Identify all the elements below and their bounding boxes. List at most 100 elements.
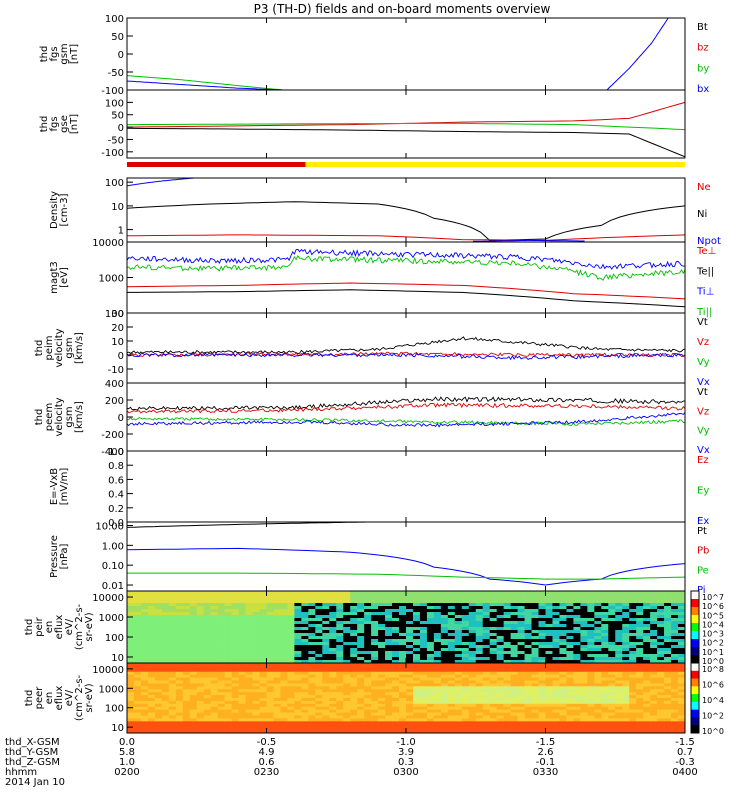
spectrogram-cell <box>343 600 351 604</box>
spectrogram-cell <box>301 609 309 613</box>
spectrogram-cell <box>671 727 679 731</box>
spectrogram-cell <box>524 609 532 613</box>
spectrogram-cell <box>440 621 449 625</box>
spectrogram-cell <box>245 695 253 699</box>
spectrogram-cell <box>566 630 574 634</box>
spectrogram-cell <box>419 606 428 610</box>
spectrogram-cell <box>587 636 595 640</box>
spectrogram-cell <box>238 612 246 616</box>
spectrogram-cell <box>175 627 184 631</box>
spectrogram-cell <box>566 657 574 661</box>
spectrogram-cell <box>399 671 407 675</box>
spectrogram-cell <box>468 677 477 681</box>
spectrogram-cell <box>496 683 504 687</box>
spectrogram-cell <box>622 680 630 684</box>
spectrogram-cell <box>385 624 393 628</box>
spectrogram-cell <box>482 633 490 637</box>
spectrogram-cell <box>133 680 142 684</box>
spectrogram-cell <box>524 730 532 734</box>
spectrogram-cell <box>531 642 539 646</box>
spectrogram-cell <box>182 683 191 687</box>
legend-Bt: Bt <box>697 22 708 33</box>
spectrogram-cell <box>636 651 644 655</box>
spectrogram-cell <box>175 686 184 690</box>
spectrogram-cell <box>329 612 337 616</box>
spectrogram-cell <box>301 597 309 601</box>
spectrogram-cell <box>482 639 490 643</box>
spectrogram-cell <box>426 651 435 655</box>
spectrogram-cell <box>140 639 149 643</box>
legend-Pe: Pe <box>697 565 709 576</box>
spectrogram-cell <box>503 692 511 696</box>
spectrogram-cell <box>594 712 602 716</box>
spectrogram-cell <box>489 651 497 655</box>
spectrogram-cell <box>601 597 609 601</box>
spectrogram-cell <box>608 660 616 664</box>
spectrogram-cell <box>475 618 484 622</box>
spectrogram-cell <box>343 727 351 731</box>
spectrogram-cell <box>489 677 497 681</box>
spectrogram-cell <box>552 718 560 722</box>
spectrogram-cell <box>147 633 156 637</box>
spectrogram-cell <box>189 671 198 675</box>
spectrogram-cell <box>461 677 470 681</box>
spectrogram-cell <box>189 721 198 725</box>
spectrogram-cell <box>392 660 400 664</box>
spectrogram-cell <box>517 651 525 655</box>
spectrogram-cell <box>217 706 225 710</box>
spectrogram-cell <box>440 680 449 684</box>
colorbar-tick-label: 10^6 <box>702 681 724 690</box>
spectrogram-cell <box>378 657 386 661</box>
spectrogram-cell <box>252 674 260 678</box>
spectrogram-cell <box>196 665 205 670</box>
spectrogram-cell <box>280 665 288 670</box>
spectrogram-cell <box>161 689 170 693</box>
spectrogram-cell <box>392 724 400 728</box>
x-row-value: 1.0 <box>119 757 135 768</box>
spectrogram-cell <box>175 642 184 646</box>
spectrogram-cell <box>559 627 567 631</box>
spectrogram-cell <box>210 597 218 601</box>
spectrogram-cell <box>510 633 518 637</box>
spectrogram-cell <box>336 642 344 646</box>
spectrogram-cell <box>154 624 163 628</box>
spectrogram-cell <box>210 594 218 598</box>
spectrogram-cell <box>357 724 365 728</box>
spectrogram-cell <box>140 671 149 675</box>
spectrogram-cell <box>468 665 477 670</box>
spectrogram-cell <box>385 645 393 649</box>
spectrogram-cell <box>615 724 623 728</box>
spectrogram-cell <box>371 621 379 625</box>
spectrogram-cell <box>468 600 477 604</box>
spectrogram-cell <box>440 591 449 595</box>
spectrogram-cell <box>594 594 602 598</box>
spectrogram-cell <box>147 606 156 610</box>
y-tick-label: 30 <box>111 309 124 320</box>
spectrogram-cell <box>573 612 581 616</box>
spectrogram-cell <box>552 727 560 731</box>
spectrogram-cell <box>301 671 309 675</box>
spectrogram-cell <box>127 642 135 646</box>
legend-Ez: Ez <box>697 455 709 466</box>
spectrogram-cell <box>357 721 365 725</box>
spectrogram-cell <box>238 621 246 625</box>
spectrogram-cell <box>329 648 337 652</box>
spectrogram-cell <box>419 680 428 684</box>
spectrogram-cell <box>273 609 281 613</box>
spectrogram-cell <box>385 709 393 713</box>
spectrogram-cell <box>559 686 567 690</box>
spectrogram-cell <box>664 715 672 719</box>
spectrogram-cell <box>350 709 358 713</box>
spectrogram-cell <box>587 700 595 705</box>
spectrogram-cell <box>664 665 672 670</box>
spectrogram-cell <box>678 718 686 722</box>
spectrogram-cell <box>489 591 497 595</box>
spectrogram-cell <box>454 718 463 722</box>
spectrogram-cell <box>433 645 442 649</box>
spectrogram-cell <box>315 657 323 661</box>
spectrogram-cell <box>419 636 428 640</box>
spectrogram-cell <box>140 700 149 705</box>
spectrogram-cell <box>301 636 309 640</box>
mode-bar-segment <box>305 162 685 167</box>
spectrogram-cell <box>399 618 407 622</box>
